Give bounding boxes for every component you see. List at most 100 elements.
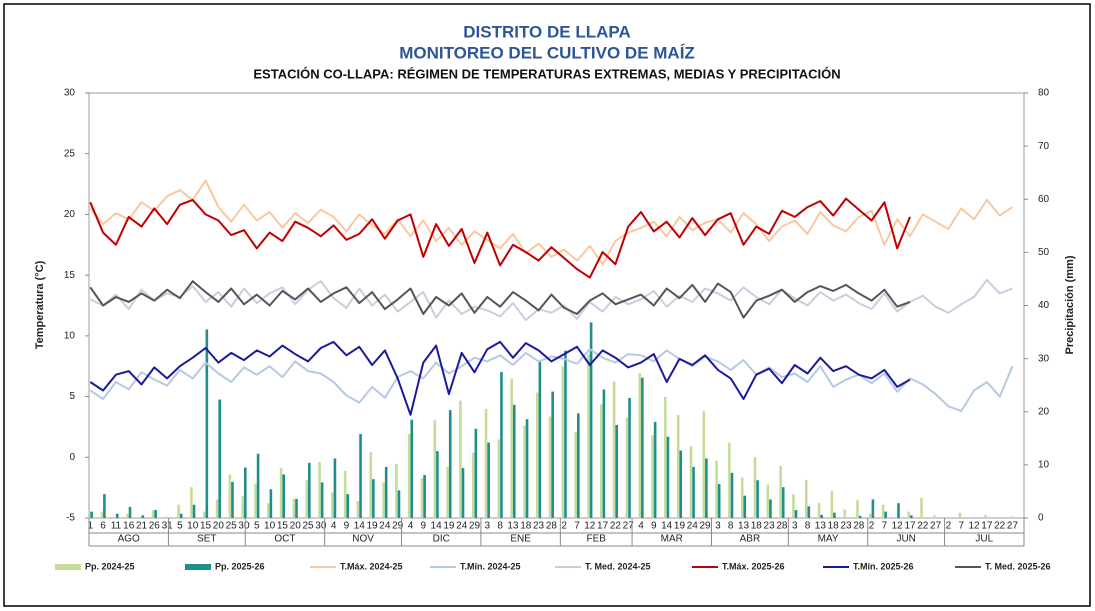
precip-bar (205, 329, 209, 518)
x-tick-label: 18 (751, 521, 763, 532)
precip-bar (420, 478, 424, 518)
precip-bar (615, 425, 619, 518)
temperature-line (89, 280, 911, 319)
precip-bar (753, 456, 757, 518)
precip-bar (692, 467, 695, 518)
precip-bar (436, 451, 439, 518)
precip-bar (523, 425, 526, 518)
x-tick-label: 8 (805, 521, 811, 532)
precip-bar (256, 453, 260, 518)
x-tick-label: 9 (651, 521, 657, 532)
precip-bar (228, 474, 232, 518)
month-label: FEB (586, 534, 606, 545)
x-tick-label: 8 (728, 521, 734, 532)
x-tick-label: 14 (354, 521, 366, 532)
precip-bar (651, 435, 654, 518)
x-tick-label: 4 (331, 521, 337, 532)
precip-bar (474, 428, 478, 518)
precip-bar (369, 452, 373, 518)
precip-bar (743, 495, 747, 518)
precip-bar (807, 506, 811, 518)
precip-bar (266, 503, 270, 518)
precip-bar (561, 366, 565, 518)
precip-bar (779, 465, 782, 518)
x-tick-label: 3 (485, 521, 491, 532)
x-tick-label: 25 (302, 521, 314, 532)
precip-bar (423, 474, 426, 518)
precip-bar (871, 499, 875, 518)
x-tick-label: 24 (456, 521, 468, 532)
x-tick-label: 29 (469, 521, 481, 532)
x-tick-label: 4 (408, 521, 414, 532)
temperature-line (89, 179, 1014, 266)
y-tick-label: 20 (64, 209, 76, 220)
x-tick-label: 10 (187, 521, 199, 532)
precip-bar (382, 482, 385, 518)
precip-bar (320, 482, 324, 518)
x-tick-label: 13 (815, 521, 827, 532)
precip-bar (628, 397, 631, 518)
y-tick-label: 25 (64, 148, 76, 159)
precip-bar (446, 467, 449, 518)
month-label: ENE (510, 534, 531, 545)
precip-bar (548, 416, 552, 518)
precip-bar (254, 483, 257, 518)
y-tick-label: -5 (66, 513, 75, 524)
month-label: OCT (274, 534, 295, 545)
precip-bar (858, 515, 862, 518)
x-tick-label: 3 (792, 521, 798, 532)
precip-bar (407, 434, 411, 518)
x-tick-label: 15 (277, 521, 289, 532)
precip-bar (510, 378, 513, 518)
legend-label: T. Med. 2024-25 (585, 561, 651, 571)
precip-bar (433, 420, 437, 518)
precip-bar (843, 509, 846, 518)
x-tick-label: 22 (994, 521, 1006, 532)
precip-bar (318, 462, 321, 518)
precip-bar (564, 350, 567, 518)
precip-bar (292, 498, 296, 518)
precip-bar (830, 490, 834, 518)
precip-bar (372, 479, 375, 518)
precip-bar (192, 504, 196, 518)
precip-bar (679, 450, 683, 518)
x-tick-label: 27 (930, 521, 942, 532)
precip-bar (958, 512, 962, 518)
x-tick-label: 31 (162, 521, 174, 532)
y2-tick-label: 10 (1038, 460, 1050, 471)
x-tick-label: 28 (853, 521, 865, 532)
precip-bar (359, 434, 362, 518)
x-tick-label: 5 (177, 521, 183, 532)
x-tick-label: 20 (290, 521, 302, 532)
x-tick-label: 5 (254, 521, 260, 532)
legend-label: T.Mín. 2025-26 (853, 561, 914, 571)
precip-bar (551, 391, 554, 518)
x-tick-label: 2 (869, 521, 875, 532)
precip-bar (231, 481, 234, 518)
x-tick-label: 22 (610, 521, 622, 532)
precip-bar (126, 513, 129, 518)
chart-title: DISTRITO DE LLAPA (463, 22, 631, 41)
precip-bar (820, 514, 823, 518)
precip-bar (730, 472, 734, 518)
precip-bar (461, 468, 465, 518)
precip-bar (933, 515, 936, 518)
precip-bar (525, 419, 529, 518)
legend-label: T. Med. 2025-26 (985, 561, 1051, 571)
x-tick-label: 20 (213, 521, 225, 532)
x-tick-label: 9 (344, 521, 350, 532)
precip-bar (868, 513, 872, 518)
y2-axis-label: Precipitación (mm) (1064, 255, 1076, 354)
precip-bar (484, 409, 488, 518)
precip-bar (756, 480, 759, 518)
x-tick-label: 27 (1007, 521, 1019, 532)
precip-bar (346, 494, 350, 518)
y2-tick-label: 50 (1038, 247, 1050, 258)
precip-bar (459, 400, 462, 518)
precip-bar (90, 511, 93, 518)
x-tick-label: 7 (882, 521, 888, 532)
precip-bar (910, 515, 913, 518)
y-tick-label: 5 (69, 391, 75, 402)
y2-tick-label: 0 (1038, 513, 1044, 524)
precip-bar (154, 510, 157, 518)
